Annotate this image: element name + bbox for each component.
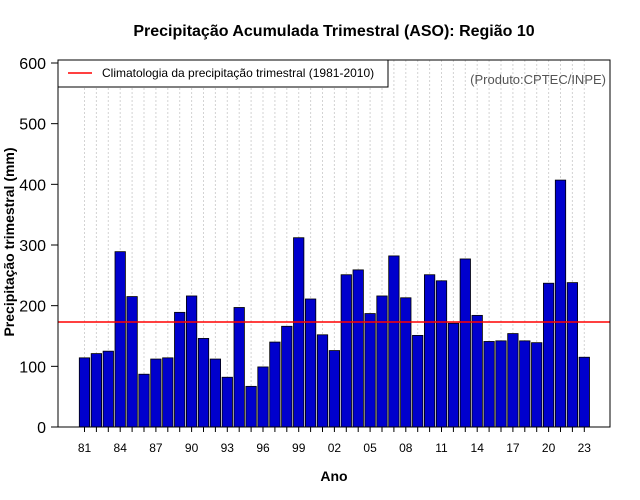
bar-2001 — [316, 334, 329, 428]
bars — [78, 179, 590, 428]
bar-1998 — [281, 325, 293, 428]
bar-2015 — [483, 341, 495, 428]
bar-2022 — [566, 282, 579, 428]
y-tick-label: 200 — [19, 299, 46, 316]
credit-text: (Produto:CPTEC/INPE) — [470, 72, 606, 87]
x-tick-label: 23 — [578, 441, 592, 455]
bar-1983 — [102, 350, 114, 428]
bar-2003 — [340, 274, 352, 428]
bar-2019 — [531, 342, 543, 428]
bar-2018 — [519, 340, 531, 428]
legend-label: Climatologia da precipitação trimestral … — [102, 66, 374, 80]
bar-1985 — [126, 296, 138, 428]
bar-1996 — [257, 366, 269, 428]
bar-2006 — [376, 295, 388, 428]
x-tick-label: 05 — [363, 441, 377, 455]
bar-2004 — [352, 269, 364, 428]
bar-1987 — [150, 358, 162, 428]
x-axis: 81 84 87 90 93 96 99 02 05 08 11 14 17 20 23 — [78, 427, 591, 455]
x-tick-label: 17 — [506, 441, 520, 455]
bar-2017 — [507, 333, 519, 428]
bar-2008 — [400, 297, 412, 428]
bar-1981 — [78, 357, 91, 428]
bar-2014 — [471, 314, 483, 428]
legend-box — [57, 59, 389, 88]
bar-1989 — [174, 311, 186, 428]
bar-1988 — [162, 357, 174, 428]
bar-1990 — [185, 295, 198, 428]
y-tick-label: 0 — [37, 420, 46, 437]
y-axis: 0 100 200 300 400 500 600 — [19, 56, 58, 437]
x-tick-label: 93 — [221, 441, 235, 455]
y-tick-label: 600 — [19, 56, 46, 73]
bar-2002 — [328, 350, 341, 428]
x-tick-label: 02 — [328, 441, 342, 455]
x-tick-label: 84 — [114, 441, 128, 455]
x-tick-label: 99 — [292, 441, 306, 455]
bar-2010 — [423, 274, 436, 428]
bar-2012 — [447, 322, 460, 428]
bar-1986 — [138, 373, 150, 428]
x-tick-label: 08 — [399, 441, 413, 455]
x-tick-label: 96 — [256, 441, 270, 455]
bar-1993 — [221, 376, 233, 428]
bar-2007 — [388, 255, 400, 428]
bar-2000 — [304, 298, 317, 428]
bar-2020 — [543, 282, 555, 428]
y-axis-label: Precipitação trimestral (mm) — [1, 147, 17, 336]
bar-1995 — [245, 385, 257, 428]
chart-title: Precipitação Acumulada Trimestral (ASO):… — [133, 23, 534, 40]
bar-2016 — [495, 340, 507, 428]
x-tick-label: 81 — [78, 441, 92, 455]
bar-1991 — [197, 338, 210, 428]
bar-2011 — [435, 280, 448, 428]
legend: Climatologia da precipitação trimestral … — [57, 59, 389, 88]
bar-2009 — [412, 334, 424, 428]
x-tick-label: 11 — [435, 441, 448, 455]
bar-2013 — [459, 258, 471, 428]
bar-1999 — [293, 237, 305, 428]
x-tick-label: 14 — [471, 441, 485, 455]
bar-1982 — [90, 353, 102, 428]
bar-1984 — [114, 251, 126, 428]
bar-2021 — [554, 179, 567, 428]
y-tick-label: 400 — [19, 177, 46, 194]
y-tick-label: 100 — [19, 359, 46, 376]
y-tick-label: 500 — [19, 117, 46, 134]
y-tick-label: 300 — [19, 238, 46, 255]
x-tick-label: 90 — [185, 441, 199, 455]
bar-1994 — [233, 307, 245, 428]
x-tick-label: 87 — [149, 441, 163, 455]
x-axis-label: Ano — [320, 468, 347, 484]
bar-2005 — [364, 313, 376, 428]
bar-2023 — [578, 356, 590, 428]
bar-1992 — [209, 358, 221, 428]
bar-1997 — [269, 341, 281, 428]
x-tick-label: 20 — [542, 441, 556, 455]
